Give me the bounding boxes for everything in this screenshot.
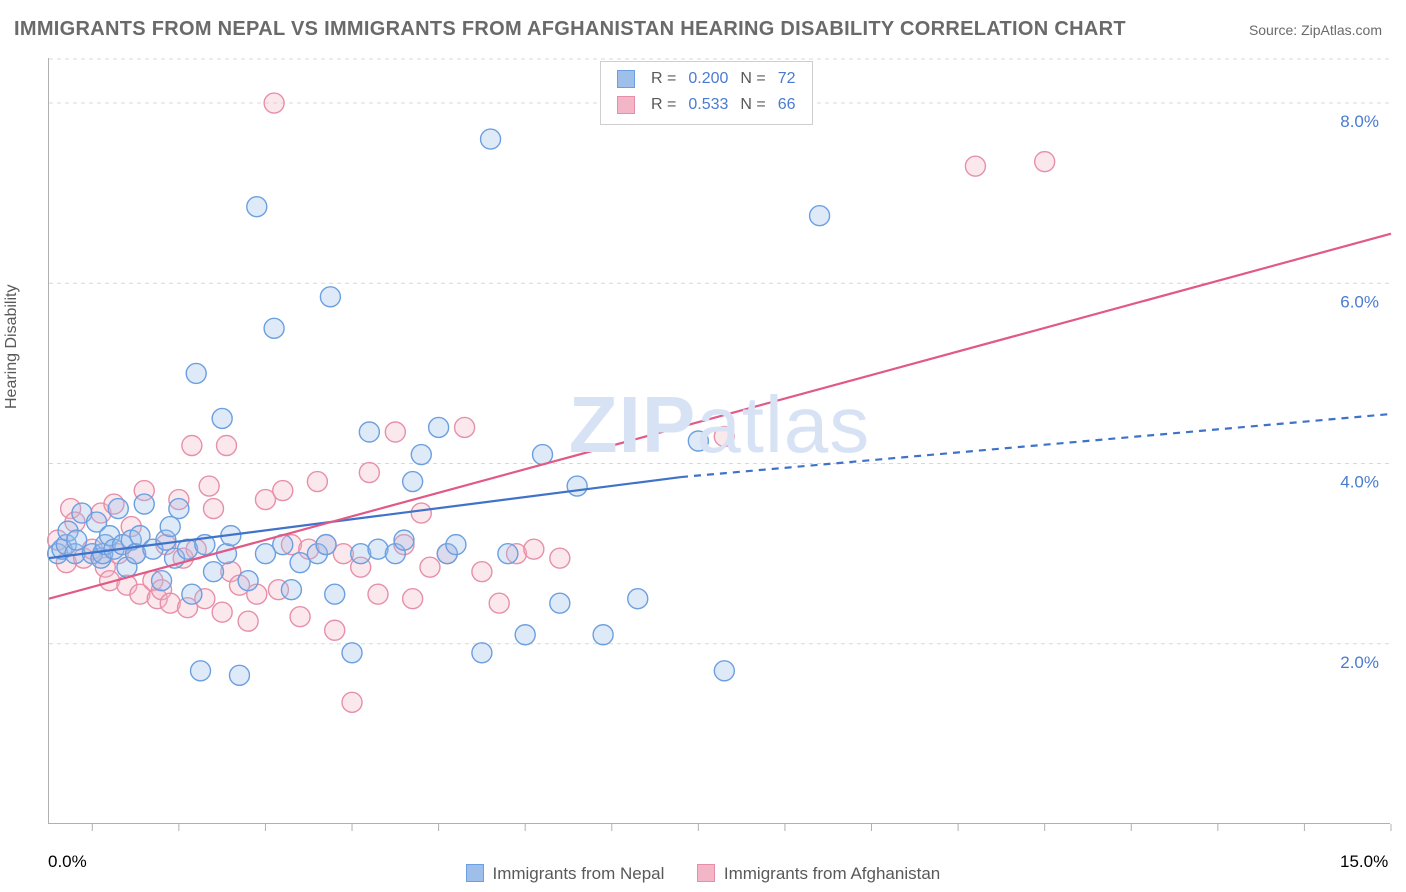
legend-row-series1: R = 0.200 N = 72 — [611, 66, 802, 92]
legend-box-top: R = 0.200 N = 72 R = 0.533 N = 66 — [600, 61, 813, 125]
legend-r-value-2: 0.533 — [682, 92, 734, 118]
legend-n-label-2: N = — [734, 92, 771, 118]
legend-n-value-2: 66 — [772, 92, 802, 118]
legend-row-series2: R = 0.533 N = 66 — [611, 92, 802, 118]
legend-bottom-swatch-1 — [466, 864, 484, 882]
legend-bottom-series2: Immigrants from Afghanistan — [697, 864, 940, 884]
legend-bottom: Immigrants from Nepal Immigrants from Af… — [0, 864, 1406, 884]
legend-bottom-label-2: Immigrants from Afghanistan — [724, 864, 940, 883]
chart-title: IMMIGRANTS FROM NEPAL VS IMMIGRANTS FROM… — [14, 18, 1126, 41]
plot-svg: 2.0% 4.0% 6.0% 8.0% — [49, 58, 1390, 823]
source-label: Source: ZipAtlas.com — [1249, 22, 1382, 38]
legend-bottom-series1: Immigrants from Nepal — [466, 864, 665, 884]
legend-r-label-2: R = — [645, 92, 682, 118]
plot-area: 2.0%4.0%6.0%8.0% ZIPatlas R = 0.200 N = … — [48, 58, 1390, 824]
chart-container: IMMIGRANTS FROM NEPAL VS IMMIGRANTS FROM… — [0, 0, 1406, 892]
legend-swatch-series2 — [617, 96, 635, 114]
legend-swatch-series1 — [617, 70, 635, 88]
svg-text:2.0%: 2.0% — [1340, 653, 1379, 672]
legend-n-value-1: 72 — [772, 66, 802, 92]
svg-text:4.0%: 4.0% — [1340, 473, 1379, 492]
legend-bottom-swatch-2 — [697, 864, 715, 882]
legend-bottom-label-1: Immigrants from Nepal — [492, 864, 664, 883]
y-axis-label: Hearing Disability — [3, 285, 21, 410]
legend-r-label-1: R = — [645, 66, 682, 92]
svg-text:8.0%: 8.0% — [1340, 112, 1379, 131]
legend-r-value-1: 0.200 — [682, 66, 734, 92]
svg-text:6.0%: 6.0% — [1340, 292, 1379, 311]
legend-n-label-1: N = — [734, 66, 771, 92]
